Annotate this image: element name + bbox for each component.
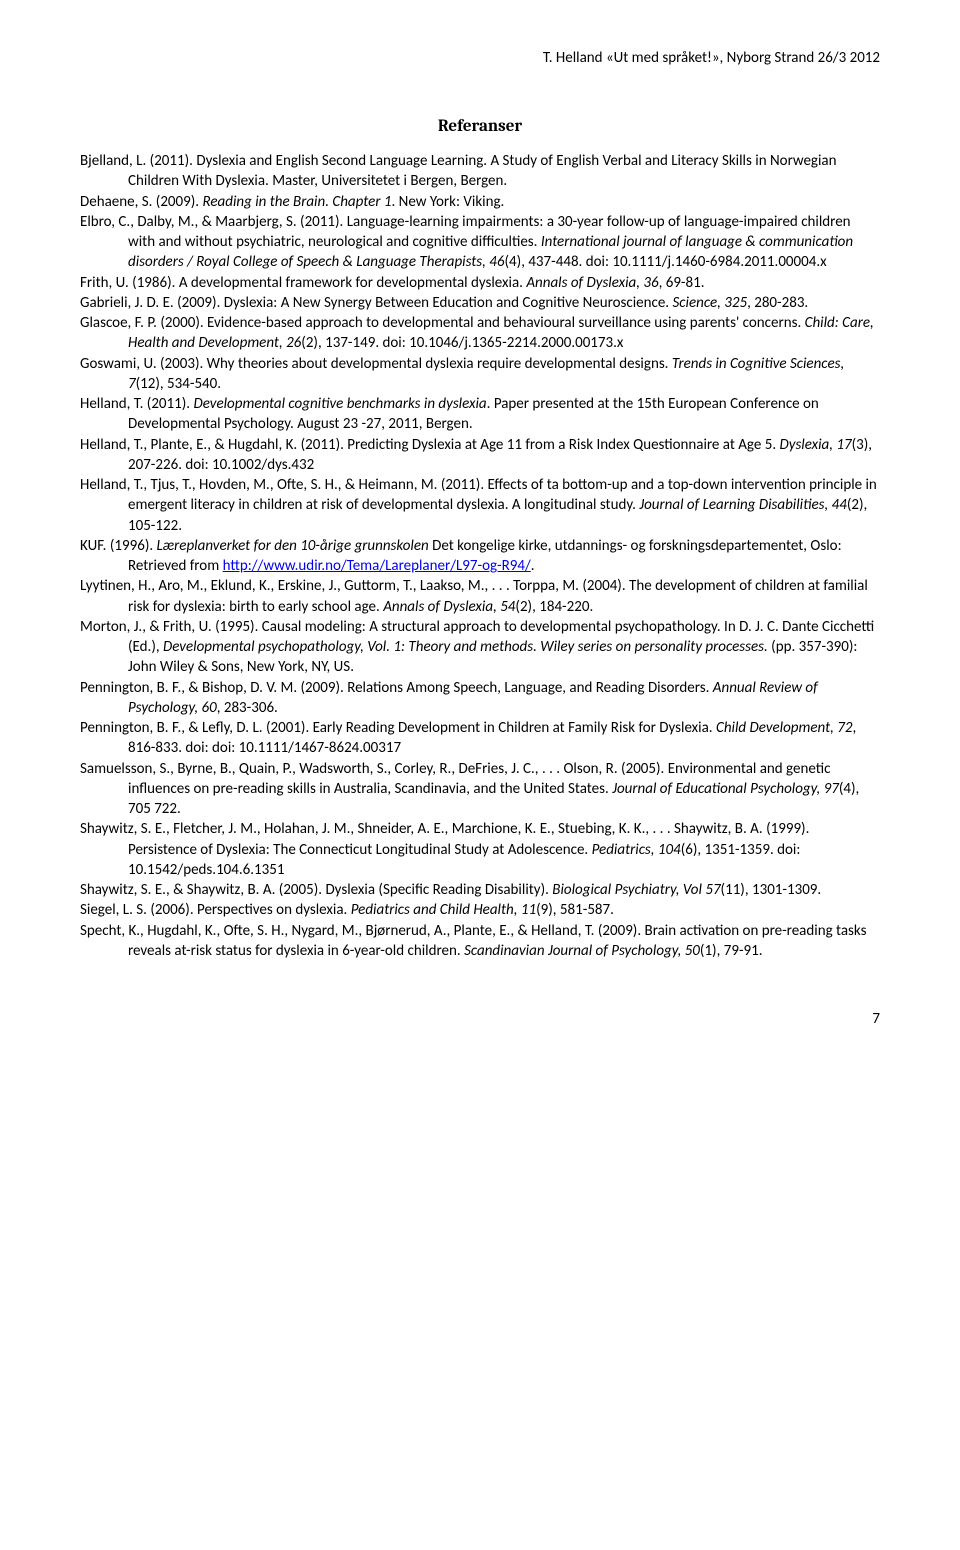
reference-entry: Morton, J., & Frith, U. (1995). Causal m…: [80, 617, 880, 678]
references-list: Bjelland, L. (2011). Dyslexia and Englis…: [80, 151, 880, 961]
reference-entry: Pennington, B. F., & Lefly, D. L. (2001)…: [80, 718, 880, 759]
reference-text: Gabrieli, J. D. E. (2009). Dyslexia: A N…: [80, 294, 672, 312]
page-number: 7: [80, 1009, 880, 1029]
reference-italic-text: Scandinavian Journal of Psychology, 50: [464, 942, 700, 960]
reference-entry: Siegel, L. S. (2006). Perspectives on dy…: [80, 900, 880, 920]
reference-entry: Helland, T., Tjus, T., Hovden, M., Ofte,…: [80, 475, 880, 536]
reference-text: Dehaene, S. (2009).: [80, 193, 202, 211]
reference-italic-text: Reading in the Brain. Chapter 1: [202, 193, 391, 211]
reference-entry: Dehaene, S. (2009). Reading in the Brain…: [80, 192, 880, 212]
reference-entry: Helland, T., Plante, E., & Hugdahl, K. (…: [80, 435, 880, 476]
reference-italic-text: Dyslexia, 17: [780, 436, 852, 454]
reference-text: . New York: Viking.: [391, 193, 504, 211]
reference-entry: Gabrieli, J. D. E. (2009). Dyslexia: A N…: [80, 293, 880, 313]
reference-text: Glascoe, F. P. (2000). Evidence-based ap…: [80, 314, 805, 332]
references-title: Referanser: [80, 116, 880, 139]
reference-text: (4), 437-448. doi: 10.1111/j.1460-6984.2…: [505, 253, 827, 271]
reference-text: Helland, T. (2011).: [80, 395, 193, 413]
reference-italic-text: Science, 325: [672, 294, 747, 312]
reference-italic-text: Journal of Learning Disabilities, 44: [639, 496, 847, 514]
reference-text: Helland, T., Plante, E., & Hugdahl, K. (…: [80, 436, 780, 454]
reference-text: , 69-81.: [659, 274, 705, 292]
reference-entry: Glascoe, F. P. (2000). Evidence-based ap…: [80, 313, 880, 354]
reference-text: (12), 534-540.: [136, 375, 221, 393]
reference-entry: Pennington, B. F., & Bishop, D. V. M. (2…: [80, 678, 880, 719]
reference-entry: Elbro, C., Dalby, M., & Maarbjerg, S. (2…: [80, 212, 880, 273]
reference-text: (9), 581-587.: [536, 901, 614, 919]
reference-text: (11), 1301-1309.: [721, 881, 822, 899]
reference-link[interactable]: http://www.udir.no/Tema/Lareplaner/L97-o…: [223, 557, 531, 575]
reference-text: (2), 184-220.: [515, 598, 593, 616]
reference-italic-text: Developmental cognitive benchmarks in dy…: [193, 395, 486, 413]
reference-entry: Helland, T. (2011). Developmental cognit…: [80, 394, 880, 435]
reference-text: .: [531, 557, 535, 575]
reference-entry: Lyytinen, H., Aro, M., Eklund, K., Erski…: [80, 576, 880, 617]
reference-entry: Samuelsson, S., Byrne, B., Quain, P., Wa…: [80, 759, 880, 820]
reference-entry: Frith, U. (1986). A developmental framew…: [80, 273, 880, 293]
reference-entry: Shaywitz, S. E., Fletcher, J. M., Holaha…: [80, 819, 880, 880]
reference-entry: Goswami, U. (2003). Why theories about d…: [80, 354, 880, 395]
reference-text: Pennington, B. F., & Lefly, D. L. (2001)…: [80, 719, 716, 737]
reference-text: (1), 79-91.: [700, 942, 763, 960]
reference-text: , 280-283.: [747, 294, 808, 312]
reference-text: Pennington, B. F., & Bishop, D. V. M. (2…: [80, 679, 713, 697]
reference-text: KUF. (1996).: [80, 537, 157, 555]
page-header: T. Helland «Ut med språket!», Nyborg Str…: [80, 48, 880, 68]
reference-italic-text: Pediatrics and Child Health, 11: [351, 901, 536, 919]
reference-text: Goswami, U. (2003). Why theories about d…: [80, 355, 672, 373]
reference-italic-text: Child Development, 72: [716, 719, 853, 737]
reference-italic-text: Biological Psychiatry, Vol 57: [552, 881, 720, 899]
reference-entry: Bjelland, L. (2011). Dyslexia and Englis…: [80, 151, 880, 192]
reference-entry: Specht, K., Hugdahl, K., Ofte, S. H., Ny…: [80, 921, 880, 962]
reference-text: Frith, U. (1986). A developmental framew…: [80, 274, 526, 292]
reference-text: (2), 137-149. doi: 10.1046/j.1365-2214.2…: [301, 334, 623, 352]
reference-italic-text: Journal of Educational Psychology, 97: [612, 780, 839, 798]
reference-entry: KUF. (1996). Læreplanverket for den 10-å…: [80, 536, 880, 577]
reference-text: Shaywitz, S. E., & Shaywitz, B. A. (2005…: [80, 881, 552, 899]
reference-text: , 283-306.: [217, 699, 278, 717]
reference-italic-text: Developmental psychopathology, Vol. 1: T…: [163, 638, 768, 656]
reference-italic-text: Læreplanverket for den 10-årige grunnsko…: [157, 537, 429, 555]
reference-text: Bjelland, L. (2011). Dyslexia and Englis…: [80, 152, 837, 190]
reference-text: Siegel, L. S. (2006). Perspectives on dy…: [80, 901, 351, 919]
reference-entry: Shaywitz, S. E., & Shaywitz, B. A. (2005…: [80, 880, 880, 900]
reference-italic-text: Annals of Dyslexia, 54: [383, 598, 515, 616]
reference-italic-text: Annals of Dyslexia, 36: [526, 274, 658, 292]
reference-italic-text: Pediatrics, 104: [592, 841, 681, 859]
